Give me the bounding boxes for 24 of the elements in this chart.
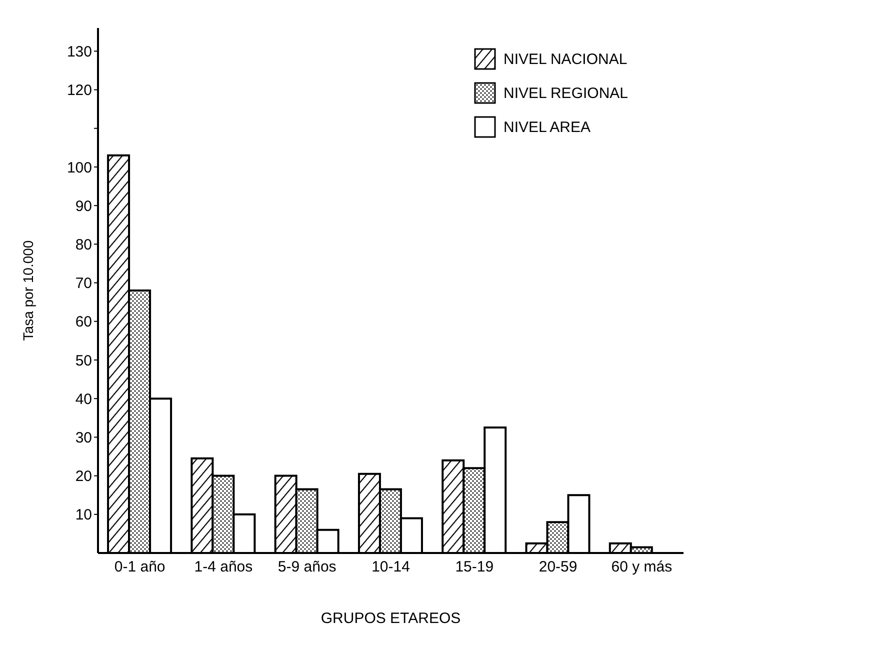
x-tick-label: 60 y más — [611, 558, 672, 576]
legend-label: NIVEL AREA — [504, 118, 590, 136]
y-axis-title: Tasa por 10.000 — [20, 240, 36, 341]
y-tick-label: 130 — [66, 43, 92, 60]
y-tick-label: 120 — [66, 82, 92, 100]
y-tick-label: 70 — [75, 275, 92, 292]
y-tick-label: 30 — [75, 430, 92, 447]
x-tick-label: 20-59 — [538, 558, 578, 576]
x-tick-label: 0-1 año — [114, 558, 166, 576]
y-tick-label: 100 — [66, 159, 92, 176]
legend-label: NIVEL NACIONAL — [504, 50, 628, 68]
y-tick-label: 40 — [75, 390, 92, 408]
x-axis-title: GRUPOS ETAREOS — [320, 610, 461, 627]
x-tick-label: 1-4 años — [194, 558, 253, 576]
x-tick-label: 15-19 — [455, 558, 494, 576]
legend-label: NIVEL REGIONAL — [504, 84, 628, 102]
y-tick-label: 60 — [75, 314, 92, 331]
y-tick-label: 10 — [75, 506, 92, 524]
x-tick-label: 5-9 años — [278, 558, 336, 576]
y-tick-label: 50 — [75, 352, 92, 370]
y-tick-label: 80 — [75, 236, 92, 254]
x-tick-label: 10-14 — [372, 558, 410, 576]
y-tick-label: 20 — [75, 468, 92, 486]
y-tick-label: 90 — [75, 198, 92, 215]
